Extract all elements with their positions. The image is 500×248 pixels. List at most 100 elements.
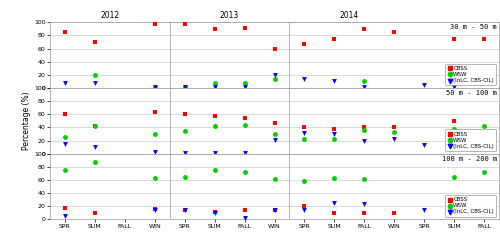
Point bbox=[330, 127, 338, 131]
Point bbox=[450, 85, 458, 89]
Point bbox=[270, 47, 278, 51]
Point bbox=[91, 40, 99, 44]
Point bbox=[360, 128, 368, 132]
Point bbox=[450, 127, 458, 131]
Point bbox=[480, 72, 488, 76]
Point bbox=[151, 208, 159, 212]
Point bbox=[180, 208, 188, 212]
Point bbox=[300, 208, 308, 212]
Point bbox=[210, 211, 218, 215]
Point bbox=[240, 26, 248, 30]
Point bbox=[91, 145, 99, 149]
Point bbox=[91, 124, 99, 127]
Point bbox=[480, 170, 488, 174]
Point bbox=[240, 116, 248, 120]
Point bbox=[330, 79, 338, 83]
Text: 2012: 2012 bbox=[100, 11, 119, 20]
Point bbox=[480, 210, 488, 214]
Point bbox=[360, 202, 368, 206]
Point bbox=[450, 74, 458, 78]
Point bbox=[300, 77, 308, 81]
Point bbox=[300, 137, 308, 141]
Point bbox=[61, 142, 69, 146]
Point bbox=[270, 121, 278, 125]
Point bbox=[390, 211, 398, 215]
Point bbox=[240, 208, 248, 212]
Point bbox=[390, 30, 398, 34]
Point bbox=[240, 85, 248, 89]
Point bbox=[91, 124, 99, 127]
Point bbox=[300, 179, 308, 183]
Point bbox=[420, 143, 428, 147]
Point bbox=[180, 175, 188, 179]
Point bbox=[240, 170, 248, 174]
Point bbox=[270, 208, 278, 212]
Point bbox=[91, 160, 99, 164]
Point bbox=[240, 81, 248, 85]
Point bbox=[151, 85, 159, 89]
Point bbox=[270, 208, 278, 212]
Point bbox=[61, 168, 69, 172]
Point bbox=[151, 151, 159, 155]
Legend: CBSS, WSW, (InLC, CBS-CIL): CBSS, WSW, (InLC, CBS-CIL) bbox=[446, 195, 496, 217]
Point bbox=[300, 125, 308, 129]
Point bbox=[330, 211, 338, 215]
Point bbox=[61, 81, 69, 85]
Point bbox=[330, 137, 338, 141]
Point bbox=[210, 124, 218, 127]
Point bbox=[151, 176, 159, 180]
Point bbox=[151, 207, 159, 211]
Point bbox=[360, 211, 368, 215]
Text: 100 m - 200 m: 100 m - 200 m bbox=[442, 156, 497, 162]
Point bbox=[61, 206, 69, 210]
Point bbox=[210, 168, 218, 172]
Point bbox=[91, 73, 99, 77]
Point bbox=[61, 214, 69, 218]
Point bbox=[270, 138, 278, 142]
Point bbox=[300, 204, 308, 208]
Point bbox=[180, 85, 188, 89]
Point bbox=[450, 211, 458, 215]
Point bbox=[180, 85, 188, 89]
Point bbox=[270, 132, 278, 136]
Point bbox=[61, 112, 69, 116]
Point bbox=[450, 119, 458, 123]
Point bbox=[151, 22, 159, 26]
Point bbox=[180, 208, 188, 212]
Point bbox=[390, 125, 398, 129]
Point bbox=[390, 130, 398, 134]
Point bbox=[450, 37, 458, 41]
Point bbox=[360, 79, 368, 83]
Point bbox=[151, 85, 159, 89]
Point bbox=[151, 132, 159, 136]
Point bbox=[91, 211, 99, 215]
Point bbox=[300, 131, 308, 135]
Text: 2013: 2013 bbox=[220, 11, 239, 20]
Point bbox=[360, 85, 368, 89]
Legend: CBSS, WSW, (InLC, CBS-CIL): CBSS, WSW, (InLC, CBS-CIL) bbox=[446, 129, 496, 151]
Point bbox=[330, 201, 338, 205]
Point bbox=[450, 145, 458, 149]
Point bbox=[61, 135, 69, 139]
Text: 2014: 2014 bbox=[340, 11, 359, 20]
Point bbox=[240, 123, 248, 127]
Point bbox=[180, 22, 188, 26]
Point bbox=[210, 85, 218, 89]
Point bbox=[270, 78, 278, 82]
Point bbox=[360, 139, 368, 143]
Point bbox=[240, 151, 248, 155]
Point bbox=[360, 125, 368, 129]
Point bbox=[360, 177, 368, 181]
Point bbox=[330, 37, 338, 41]
Text: 50 m - 100 m: 50 m - 100 m bbox=[446, 90, 497, 96]
Point bbox=[180, 129, 188, 133]
Point bbox=[210, 151, 218, 155]
Text: 30 m - 50 m: 30 m - 50 m bbox=[450, 24, 497, 30]
Point bbox=[91, 81, 99, 85]
Point bbox=[210, 81, 218, 85]
Y-axis label: Percentage (%): Percentage (%) bbox=[22, 92, 32, 150]
Point bbox=[480, 124, 488, 127]
Point bbox=[270, 73, 278, 77]
Point bbox=[210, 27, 218, 31]
Point bbox=[180, 112, 188, 116]
